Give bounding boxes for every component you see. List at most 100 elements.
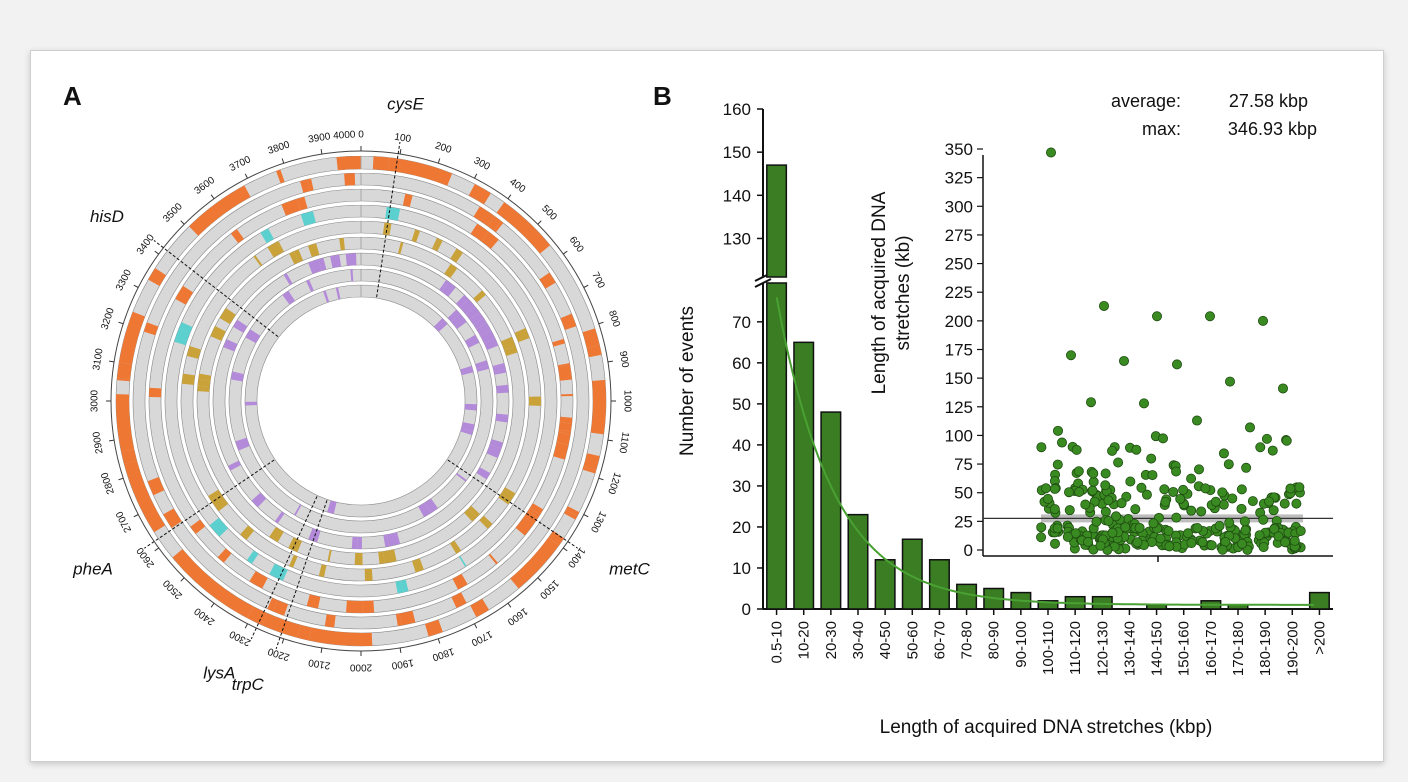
track-segment <box>439 279 449 292</box>
track-segment <box>124 460 166 533</box>
track-segment <box>274 511 285 524</box>
track-segment <box>217 548 232 563</box>
track-segment <box>306 594 321 609</box>
tick-mark <box>118 321 124 325</box>
scatter-point <box>1294 482 1305 493</box>
track-segment <box>514 328 530 343</box>
scatter-point <box>1147 470 1158 481</box>
tick-mark <box>474 623 478 629</box>
track-segment <box>190 519 206 534</box>
scatter-point <box>1168 486 1179 497</box>
track-segment <box>560 313 577 331</box>
track-segment <box>464 334 480 348</box>
track-segment <box>458 555 467 567</box>
track-segment <box>552 338 566 347</box>
genome-tick-label: 2200 <box>266 645 291 662</box>
track-segment <box>246 550 259 564</box>
track-segment <box>582 328 600 348</box>
track-segment <box>267 597 278 612</box>
track-segment <box>464 508 477 522</box>
tick-mark <box>607 360 613 363</box>
track-segment <box>247 606 268 626</box>
track-segment <box>283 273 293 286</box>
inset-y-tick-label: 50 <box>954 484 973 503</box>
scatter-point <box>1049 504 1060 515</box>
track-segment <box>149 387 162 398</box>
track-segment <box>399 610 416 626</box>
scatter-point <box>1261 433 1272 444</box>
scatter-point <box>1071 444 1082 455</box>
genome-tick-label: 1600 <box>505 605 530 627</box>
panel-label-b: B <box>653 81 672 111</box>
track-segment <box>498 487 516 505</box>
scatter-point <box>1088 476 1099 487</box>
scatter-point <box>1255 442 1266 453</box>
tick-mark <box>154 250 160 255</box>
track-segment <box>119 311 145 365</box>
bar-category-label: 60-70 <box>931 621 948 659</box>
scatter-point <box>1280 537 1291 548</box>
average-label: average: <box>1111 91 1181 111</box>
scatter-point <box>1152 311 1163 322</box>
track-segment <box>424 498 439 514</box>
scatter-point <box>1049 538 1060 549</box>
track-segment <box>273 600 289 616</box>
scatter-point <box>1116 498 1127 509</box>
genome-tick-label: 3400 <box>135 232 157 257</box>
inset-y-tick-label: 125 <box>945 398 973 417</box>
track-segment <box>318 257 327 271</box>
tick-mark <box>437 158 441 164</box>
track-segment <box>469 312 484 325</box>
scatter-point <box>1163 525 1174 536</box>
tick-mark <box>598 477 604 481</box>
inset-y-tick-label: 25 <box>954 512 973 531</box>
scatter-point <box>1107 445 1118 456</box>
genome-tick-label: 500 <box>539 203 559 223</box>
track-segment <box>450 248 464 263</box>
track-segment <box>364 568 373 581</box>
track-segment <box>455 295 469 308</box>
scatter-point <box>1139 398 1150 409</box>
scatter-point <box>1136 482 1147 493</box>
track-segment <box>382 222 392 236</box>
bar <box>956 583 978 610</box>
genome-tick-label: 800 <box>606 309 622 329</box>
track-segment <box>346 600 363 614</box>
genome-tick-label: 700 <box>589 270 607 290</box>
scatter-point <box>1258 514 1269 525</box>
track-segment <box>539 272 556 289</box>
bar-category-label: 130-140 <box>1121 621 1138 676</box>
scatter-point <box>1056 437 1067 448</box>
bar-x-axis-title: Length of acquired DNA stretches (kbp) <box>880 717 1213 738</box>
track-segment <box>261 613 301 638</box>
track-segment <box>441 281 456 297</box>
track-segment <box>245 401 258 406</box>
scatter-point <box>1120 522 1131 533</box>
bar <box>820 411 842 610</box>
scatter-point <box>1103 516 1114 527</box>
scatter-point <box>1218 448 1229 459</box>
track-segment <box>528 508 541 518</box>
track-segment <box>289 251 299 265</box>
scatter-point <box>1036 442 1047 453</box>
scatter-point <box>1088 468 1099 479</box>
track-segment <box>276 169 285 184</box>
scatter-point <box>1091 516 1102 527</box>
inset-y-tick-label: 300 <box>945 197 973 216</box>
track-segment <box>357 536 362 549</box>
track-segment <box>327 500 337 514</box>
track-segment <box>327 549 332 562</box>
bar-category-label: 80-90 <box>986 621 1003 659</box>
track-segment <box>186 345 202 359</box>
track-segment <box>181 373 195 385</box>
track-segment <box>468 505 480 518</box>
scatter-point <box>1227 493 1238 504</box>
scatter-point <box>1178 484 1189 495</box>
scatter-point <box>1172 359 1183 370</box>
scatter-point <box>1279 498 1290 509</box>
track-segment <box>395 613 402 627</box>
genome-tick-label: 2300 <box>228 628 253 648</box>
track-segment <box>189 185 251 236</box>
track-segment <box>232 319 248 333</box>
